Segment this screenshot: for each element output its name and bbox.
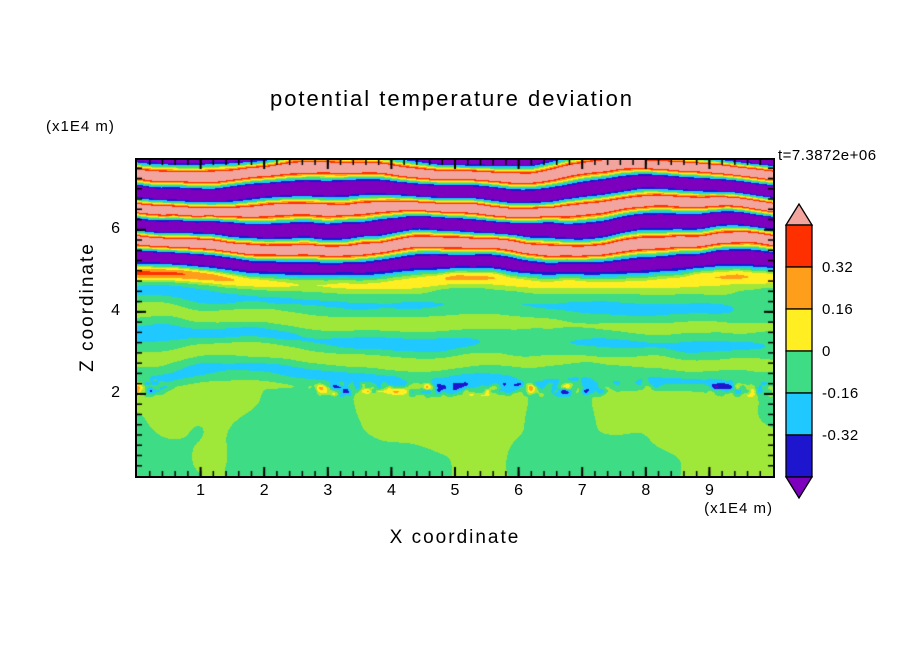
colorbar-arrow-up: [784, 202, 814, 226]
x-axis-title: X coordinate: [389, 527, 521, 548]
plot-area: [135, 158, 775, 478]
x-tick-label: 7: [577, 482, 587, 499]
x-tick-label: 4: [386, 482, 396, 499]
colorbar-band: [785, 392, 813, 436]
colorbar-band: [785, 266, 813, 310]
z-axis-unit-label: (x1E4 m): [46, 118, 115, 135]
colorbar-tick-label: 0.16: [822, 301, 854, 318]
x-tick-label: 3: [323, 482, 333, 499]
x-axis-unit-label: (x1E4 m): [704, 500, 773, 517]
colorbar-tick-label: -0.32: [822, 427, 859, 444]
colorbar-band: [785, 308, 813, 352]
chart-title: potential temperature deviation: [269, 86, 635, 111]
x-tick-label: 2: [259, 482, 269, 499]
x-tick-label: 5: [450, 482, 460, 499]
colorbar: [784, 202, 814, 500]
x-tick-label: 9: [704, 482, 714, 499]
time-annotation: t=7.3872e+06: [778, 147, 877, 164]
colorbar-tick-label: 0: [822, 343, 831, 360]
z-tick-label: 6: [111, 219, 120, 237]
colorbar-band: [785, 350, 813, 394]
z-tick-label: 2: [111, 383, 120, 401]
x-tick-label: 1: [196, 482, 206, 499]
colorbar-arrow-down: [784, 476, 814, 500]
x-tick-label: 8: [641, 482, 651, 499]
x-tick-label: 6: [514, 482, 524, 499]
colorbar-band: [785, 224, 813, 268]
z-tick-label: 4: [111, 301, 120, 319]
colorbar-band: [785, 434, 813, 478]
colorbar-tick-label: -0.16: [822, 385, 859, 402]
colorbar-tick-label: 0.32: [822, 259, 854, 276]
contour-field-canvas: [137, 160, 773, 476]
